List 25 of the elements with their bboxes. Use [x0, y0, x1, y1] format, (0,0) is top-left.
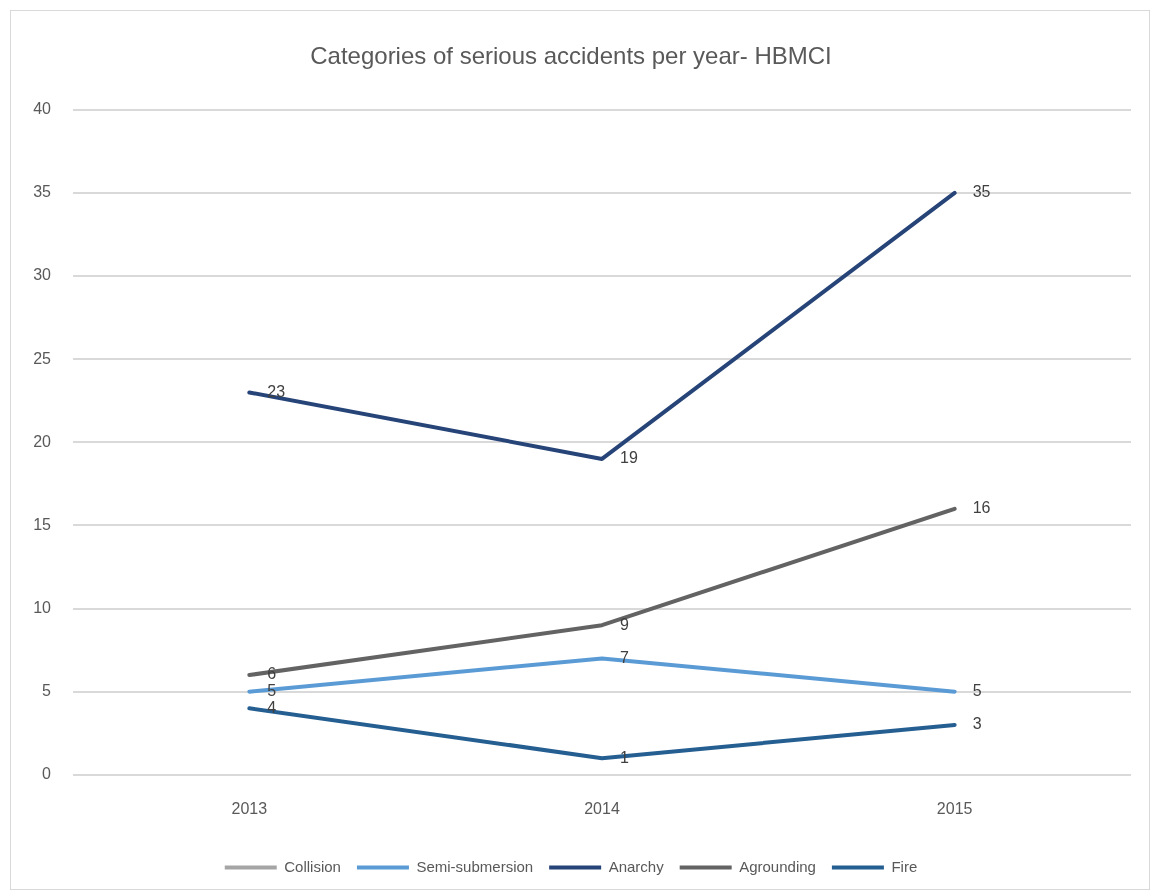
x-tick-label: 2015: [936, 799, 973, 817]
legend-label: Semi-submersion: [416, 857, 534, 875]
chart-title: Categories of serious accidents per year- HBMCI: [310, 42, 832, 70]
data-label: 3: [972, 715, 982, 733]
data-label: 5: [972, 682, 982, 700]
legend-label: Anarchy: [608, 857, 665, 875]
data-label: 16: [972, 499, 991, 517]
y-tick-label: 40: [33, 100, 52, 118]
y-tick-label: 5: [42, 682, 52, 700]
data-label: 19: [620, 449, 638, 467]
y-tick-label: 20: [33, 432, 52, 450]
y-tick-label: 10: [33, 598, 52, 616]
legend-label: Fire: [891, 857, 918, 875]
legend-label: Agrounding: [739, 857, 816, 875]
y-tick-label: 25: [33, 349, 52, 367]
y-tick-label: 15: [33, 515, 52, 533]
x-tick-label: 2014: [584, 799, 620, 817]
legend-label: Collision: [284, 857, 341, 875]
data-label: 35: [972, 183, 991, 201]
data-label: 23: [267, 382, 286, 400]
y-tick-label: 0: [42, 765, 52, 783]
data-label: 9: [620, 615, 629, 633]
y-tick-label: 30: [33, 266, 52, 284]
x-tick-label: 2013: [231, 799, 268, 817]
y-tick-label: 35: [33, 183, 52, 201]
